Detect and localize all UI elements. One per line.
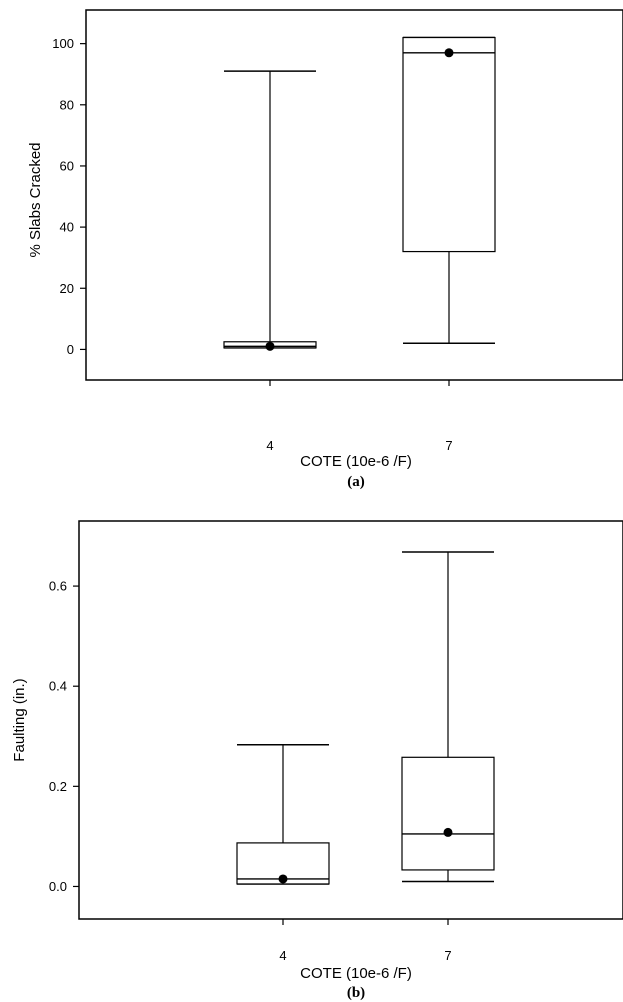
plot-frame-a [85,9,623,381]
x-tick-label-b: 7 [444,948,451,963]
iqr-box [402,36,496,253]
x-tick-label-b: 4 [279,948,286,963]
x-axis-title-b: COTE (10e-6 /F) [300,965,412,982]
x-axis-title-a: COTE (10e-6 /F) [300,453,412,470]
box-b-4 [236,744,330,885]
y-tick-label-a: 100 [52,36,74,51]
y-axis-title-a: % Slabs Cracked [27,142,44,257]
box-b-7 [401,551,495,883]
y-tick-label-a: 0 [67,342,74,357]
box-a-4 [223,70,317,351]
y-tick-label-b: 0.2 [49,779,67,794]
mean-point [443,827,453,837]
y-axis-title-b: Faulting (in.) [11,678,28,761]
panel-label-a: (a) [347,474,365,490]
panel-label-b: (b) [347,985,365,1001]
mean-point [278,874,288,884]
mean-point [444,48,454,58]
y-tick-label-b: 0.0 [49,879,67,894]
panel-b: 0.0 0.2 0.4 0.6 4 7 Faulting (in.) COTE (10e-… [11,520,623,1001]
y-tick-label-a: 20 [60,281,74,296]
plot-frame-b [78,520,623,920]
mean-point [265,341,275,351]
panel-a: 0 20 40 60 80 100 4 7 % Slabs Cracked COTE (10e… [27,9,623,490]
y-tick-label-a: 80 [60,97,74,112]
x-tick-label-a: 4 [266,438,273,453]
y-tick-label-b: 0.4 [49,679,67,694]
y-tick-label-a: 40 [60,220,74,235]
x-tick-label-a: 7 [445,438,452,453]
y-tick-label-a: 60 [60,158,74,173]
iqr-box [401,756,495,871]
y-tick-label-b: 0.6 [49,579,67,594]
box-a-7 [402,36,496,345]
